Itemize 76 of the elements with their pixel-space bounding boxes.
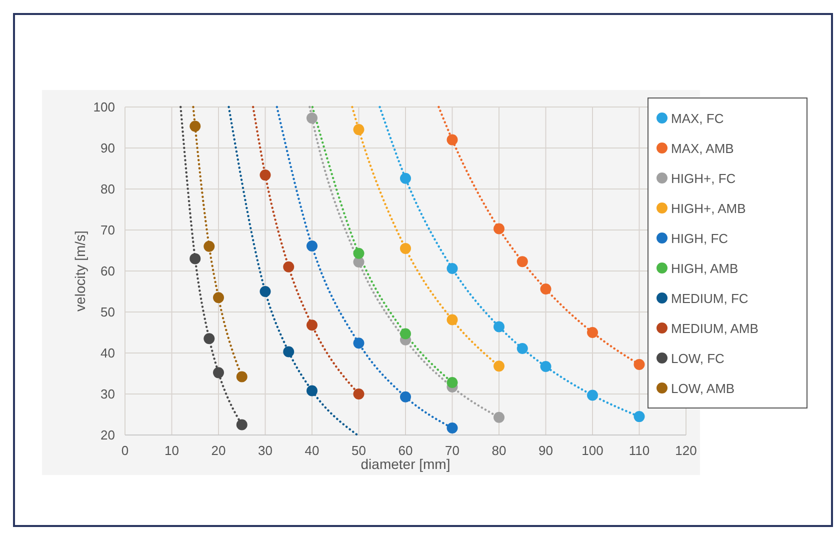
point bbox=[306, 240, 318, 252]
point bbox=[306, 320, 318, 331]
point bbox=[494, 223, 504, 234]
x-tick-label: 70 bbox=[445, 443, 460, 458]
point bbox=[204, 333, 215, 344]
point bbox=[236, 371, 248, 382]
x-tick-label: 0 bbox=[121, 443, 129, 458]
point bbox=[190, 120, 201, 132]
point bbox=[587, 390, 598, 401]
x-tick-label: 100 bbox=[582, 443, 604, 458]
point bbox=[190, 253, 201, 264]
point bbox=[306, 112, 318, 124]
point bbox=[494, 321, 504, 332]
point bbox=[400, 391, 411, 402]
point bbox=[540, 284, 552, 295]
x-axis-title: diameter [mm] bbox=[360, 456, 450, 472]
point bbox=[400, 328, 411, 340]
legend-label: MEDIUM, AMB bbox=[671, 321, 758, 336]
point bbox=[446, 263, 458, 274]
x-tick-label: 110 bbox=[628, 443, 650, 458]
point bbox=[353, 248, 364, 259]
y-tick-label: 100 bbox=[93, 100, 115, 114]
y-tick-label: 70 bbox=[100, 222, 115, 238]
legend-label: LOW, FC bbox=[671, 351, 724, 366]
y-tick-label: 30 bbox=[100, 386, 115, 402]
point bbox=[634, 358, 645, 370]
x-tick-label: 40 bbox=[304, 443, 320, 458]
point bbox=[587, 327, 598, 338]
y-tick-label: 60 bbox=[100, 264, 115, 278]
legend-label: HIGH, FC bbox=[671, 231, 728, 246]
point bbox=[540, 361, 552, 372]
x-tick-label: 60 bbox=[398, 443, 413, 458]
y-tick-label: 50 bbox=[100, 304, 115, 320]
y-axis-title: velocity [m/s] bbox=[72, 230, 88, 312]
point bbox=[400, 172, 411, 184]
point bbox=[213, 367, 224, 378]
point bbox=[634, 411, 645, 422]
y-tick-label: 20 bbox=[100, 428, 115, 442]
point bbox=[213, 292, 224, 304]
point bbox=[283, 261, 294, 272]
point bbox=[446, 134, 458, 146]
point bbox=[260, 170, 271, 181]
x-tick-label: 20 bbox=[211, 443, 226, 458]
legend-label: LOW, AMB bbox=[671, 381, 735, 396]
point bbox=[400, 242, 411, 254]
y-tick-label: 40 bbox=[100, 346, 115, 360]
point bbox=[306, 385, 318, 396]
point bbox=[283, 346, 294, 358]
legend-label: MEDIUM, FC bbox=[671, 291, 748, 306]
point bbox=[516, 256, 528, 268]
point bbox=[446, 422, 458, 434]
point bbox=[204, 240, 215, 252]
point bbox=[494, 412, 504, 423]
point bbox=[260, 286, 271, 297]
point bbox=[446, 314, 458, 326]
legend-label: HIGH, AMB bbox=[671, 261, 738, 276]
line-series bbox=[228, 106, 358, 436]
point bbox=[494, 360, 504, 372]
x-tick-label: 10 bbox=[164, 443, 179, 458]
point bbox=[236, 419, 248, 430]
legend-label: MAX, AMB bbox=[671, 141, 734, 156]
x-tick-label: 90 bbox=[538, 443, 553, 458]
point bbox=[353, 124, 364, 136]
point bbox=[516, 343, 528, 354]
legend-label: MAX, FC bbox=[671, 111, 724, 126]
legend-label: HIGH+, AMB bbox=[671, 201, 746, 216]
x-tick-label: 80 bbox=[492, 443, 506, 458]
y-tick-label: 80 bbox=[100, 182, 115, 196]
x-tick-label: 30 bbox=[258, 443, 272, 458]
point bbox=[446, 377, 458, 388]
legend-label: HIGH+, FC bbox=[671, 171, 736, 186]
y-tick-label: 90 bbox=[100, 140, 115, 156]
x-tick-label: 120 bbox=[675, 443, 697, 458]
point bbox=[353, 338, 364, 349]
x-tick-label: 50 bbox=[352, 443, 366, 458]
point bbox=[353, 388, 364, 400]
